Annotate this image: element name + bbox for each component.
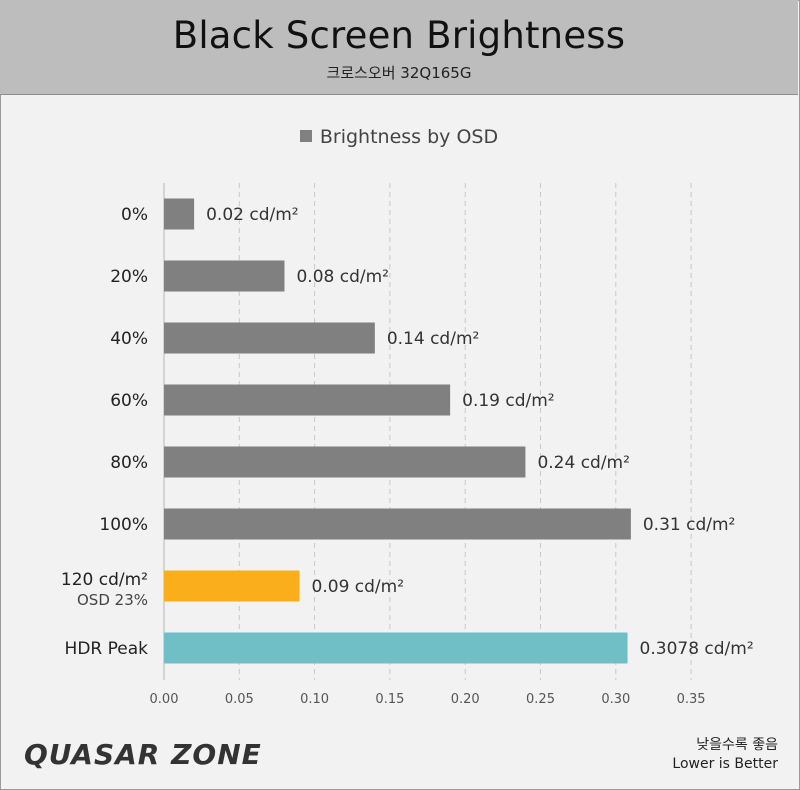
chart-legend: Brightness by OSD <box>0 126 798 148</box>
bar <box>164 260 285 292</box>
bar <box>164 198 195 230</box>
note-korean: 낮을수록 좋음 <box>696 737 778 753</box>
data-label: 0.31 cd/m² <box>643 515 736 535</box>
category-label: 60% <box>110 391 148 411</box>
data-label: 0.08 cd/m² <box>296 267 389 287</box>
x-tick-label: 0.05 <box>225 692 254 707</box>
legend-label: Brightness by OSD <box>319 126 499 148</box>
note-english: Lower is Better <box>672 756 778 772</box>
category-label: 120 cd/m² <box>61 570 148 590</box>
bar <box>164 384 451 416</box>
data-label: 0.19 cd/m² <box>462 391 555 411</box>
category-label: 0% <box>121 205 148 225</box>
legend-swatch <box>299 130 312 142</box>
data-label: 0.3078 cd/m² <box>640 639 754 659</box>
x-tick-label: 0.35 <box>677 692 706 707</box>
chart-title: Black Screen Brightness <box>172 14 626 57</box>
bar <box>164 632 628 664</box>
chart-subtitle: 크로스오버 32Q165G <box>326 64 472 82</box>
data-label: 0.09 cd/m² <box>312 577 405 597</box>
x-tick-label: 0.15 <box>375 692 404 707</box>
x-tick-label: 0.00 <box>150 692 179 707</box>
chart-header: Black Screen Brightness 크로스오버 32Q165G <box>0 0 798 95</box>
footer-note: 낮을수록 좋음 Lower is Better <box>672 736 778 774</box>
bar <box>164 446 526 478</box>
category-label: 20% <box>110 267 148 287</box>
x-tick-label: 0.10 <box>300 692 329 707</box>
x-tick-label: 0.25 <box>526 692 555 707</box>
category-label: 100% <box>99 515 148 535</box>
category-sublabel: OSD 23% <box>77 591 148 609</box>
x-tick-label: 0.30 <box>601 692 630 707</box>
bar <box>164 322 375 354</box>
brand-logo: QUASAR ZONE <box>24 738 262 771</box>
x-tick-label: 0.20 <box>451 692 480 707</box>
data-label: 0.02 cd/m² <box>206 205 299 225</box>
bar <box>164 508 631 540</box>
data-label: 0.14 cd/m² <box>387 329 480 349</box>
bar <box>164 570 300 602</box>
data-label: 0.24 cd/m² <box>537 453 630 473</box>
category-label: HDR Peak <box>65 639 149 659</box>
category-label: 40% <box>110 329 148 349</box>
category-label: 80% <box>110 453 148 473</box>
